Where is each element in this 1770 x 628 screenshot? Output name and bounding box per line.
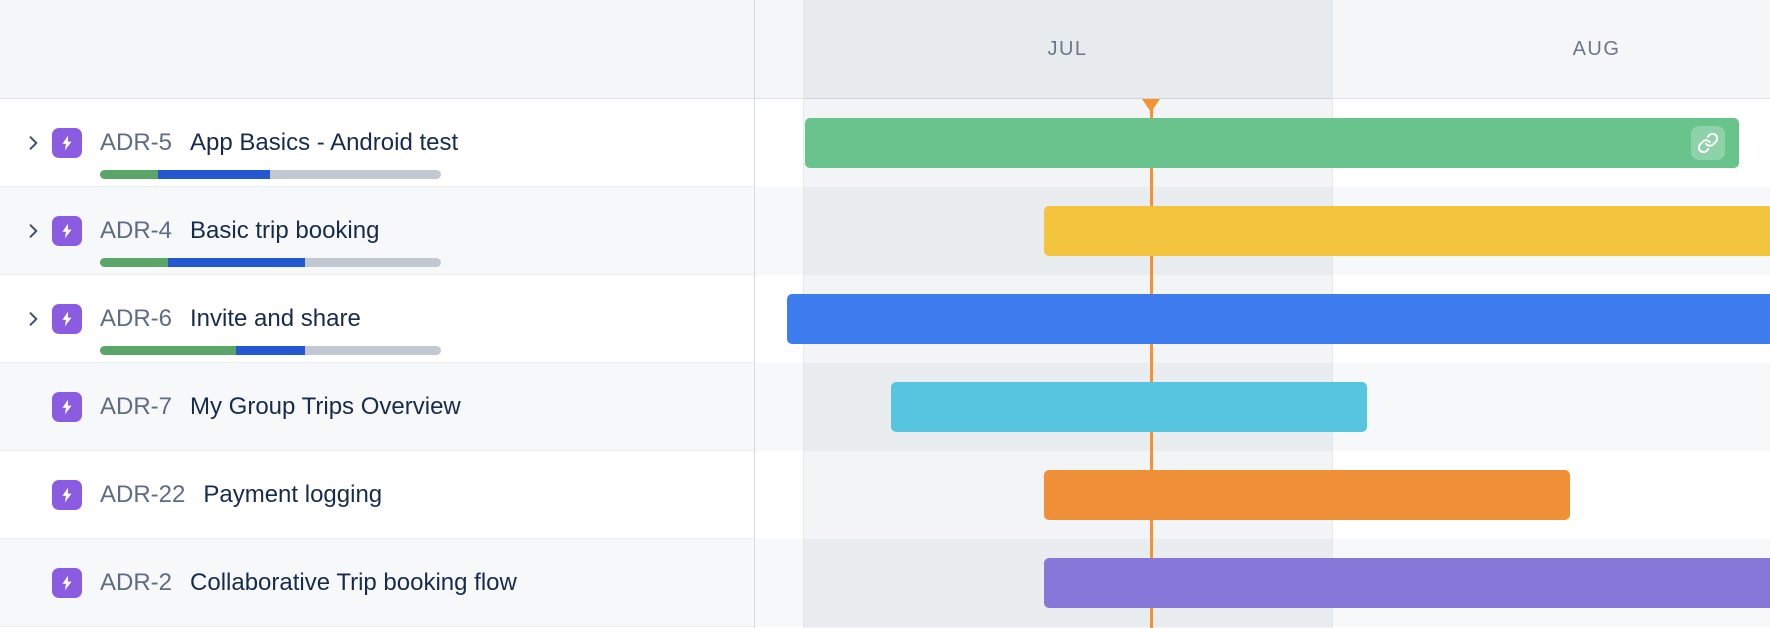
progress-done-segment <box>100 346 237 355</box>
issue-key: ADR-4 <box>100 217 173 244</box>
issue-key: ADR-7 <box>100 393 173 420</box>
epic-lightning-icon <box>52 304 82 334</box>
progress-inprogress-segment <box>157 170 271 179</box>
link-icon[interactable] <box>1691 126 1725 160</box>
timeline-row[interactable]: ADR-6 Invite and share <box>0 275 1770 363</box>
progress-done-segment <box>100 258 169 267</box>
issue-key: ADR-22 <box>100 481 186 508</box>
progress-inprogress-segment <box>168 258 305 267</box>
issue-title: App Basics - Android test <box>190 129 459 156</box>
panel-divider[interactable] <box>754 0 755 628</box>
issue-key: ADR-5 <box>100 129 173 156</box>
issue-label: ADR-2 Collaborative Trip booking flow <box>100 569 517 597</box>
timeline-row[interactable]: ADR-7 My Group Trips Overview <box>0 363 1770 451</box>
timeline-bar[interactable] <box>787 294 1770 344</box>
progress-inprogress-segment <box>236 346 305 355</box>
timeline-bar[interactable] <box>1044 470 1570 520</box>
row-separator <box>0 274 754 275</box>
month-label: JUL <box>1047 37 1088 60</box>
issue-title: Collaborative Trip booking flow <box>190 569 517 596</box>
month-label: AUG <box>1572 37 1621 60</box>
row-separator <box>0 362 754 363</box>
timeline-row[interactable]: ADR-22 Payment logging <box>0 451 1770 539</box>
row-separator <box>0 450 754 451</box>
epic-lightning-icon <box>52 392 82 422</box>
timeline-bar[interactable] <box>891 382 1367 432</box>
row-separator <box>0 626 754 627</box>
issue-label: ADR-6 Invite and share <box>100 305 361 333</box>
progress-bar <box>100 346 441 355</box>
timeline-bar[interactable] <box>805 118 1739 168</box>
chevron-right-icon[interactable] <box>20 218 46 244</box>
issue-title: Payment logging <box>203 481 383 508</box>
timeline-row[interactable]: ADR-2 Collaborative Trip booking flow <box>0 539 1770 627</box>
issue-title: My Group Trips Overview <box>190 393 461 420</box>
issue-label: ADR-22 Payment logging <box>100 481 382 509</box>
timeline-header: JUL AUG <box>0 0 1770 99</box>
issue-label: ADR-4 Basic trip booking <box>100 217 379 245</box>
progress-bar <box>100 258 441 267</box>
timeline-bar[interactable] <box>1044 558 1770 608</box>
progress-done-segment <box>100 170 158 179</box>
epic-lightning-icon <box>52 480 82 510</box>
issue-key: ADR-6 <box>100 305 173 332</box>
row-separator <box>0 538 754 539</box>
timeline-bar[interactable] <box>1044 206 1770 256</box>
chevron-right-icon[interactable] <box>20 306 46 332</box>
issue-title: Basic trip booking <box>190 217 380 244</box>
issue-label: ADR-5 App Basics - Android test <box>100 129 458 157</box>
epic-lightning-icon <box>52 568 82 598</box>
today-marker-icon <box>1142 99 1160 112</box>
issue-title: Invite and share <box>190 305 361 332</box>
chevron-right-icon[interactable] <box>20 130 46 156</box>
issue-key: ADR-2 <box>100 569 173 596</box>
epic-lightning-icon <box>52 128 82 158</box>
timeline-row[interactable]: ADR-4 Basic trip booking <box>0 187 1770 275</box>
epic-lightning-icon <box>52 216 82 246</box>
today-marker-line <box>1150 99 1153 628</box>
progress-bar <box>100 170 441 179</box>
row-separator <box>0 186 754 187</box>
issue-label: ADR-7 My Group Trips Overview <box>100 393 461 421</box>
timeline-row[interactable]: ADR-5 App Basics - Android test <box>0 99 1770 187</box>
